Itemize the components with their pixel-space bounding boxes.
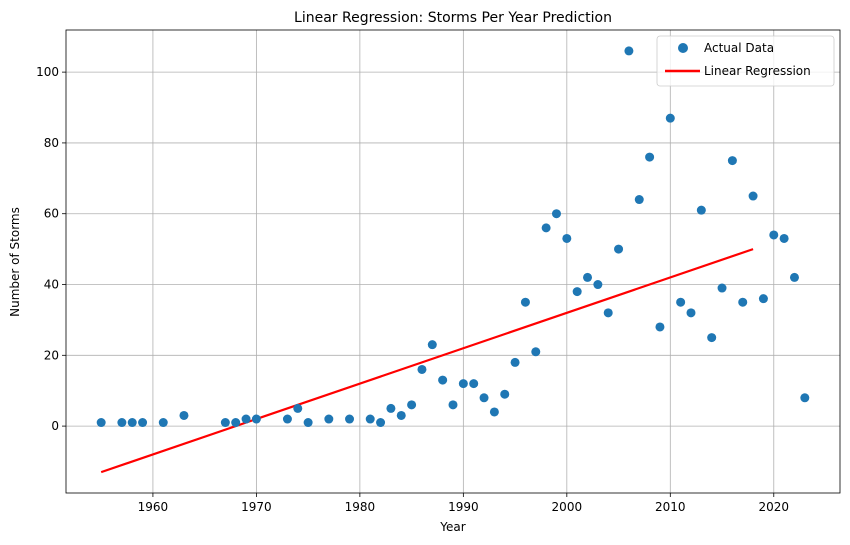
data-point [593, 280, 603, 290]
data-point [396, 410, 406, 420]
axis-ticks: 1960 1970 1980 1990 2000 2010 2020 0 20 40 60 80 100 [36, 65, 789, 514]
x-tick-label: 2010 [655, 500, 686, 514]
data-point [614, 244, 624, 254]
data-point [158, 418, 168, 428]
data-point [541, 223, 551, 233]
data-point [562, 233, 572, 243]
x-tick-label: 1980 [345, 500, 376, 514]
data-point [800, 393, 810, 403]
data-point [531, 347, 541, 357]
data-point [138, 418, 148, 428]
data-point [179, 410, 189, 420]
data-point [686, 308, 696, 318]
y-tick-label: 80 [44, 136, 59, 150]
x-tick-label: 1960 [138, 500, 169, 514]
y-tick-label: 40 [44, 278, 59, 292]
data-point [365, 414, 375, 424]
plot-frame [65, 29, 841, 494]
legend-label-linear-regression: Linear Regression [704, 64, 811, 78]
regression-line [100, 248, 754, 474]
data-point [303, 418, 313, 428]
data-point [127, 418, 137, 428]
data-point [789, 272, 799, 282]
data-point [489, 407, 499, 417]
data-point [758, 294, 768, 304]
data-point [717, 283, 727, 293]
data-point [417, 364, 427, 374]
data-point [634, 195, 644, 205]
data-point [779, 233, 789, 243]
data-point [520, 297, 530, 307]
data-point [738, 297, 748, 307]
data-point [769, 230, 779, 240]
data-point [645, 152, 655, 162]
data-point [727, 156, 737, 166]
regression-line-layer [100, 248, 754, 474]
y-tick-label: 0 [51, 419, 59, 433]
data-point [438, 375, 448, 385]
data-point [655, 322, 665, 332]
data-point [583, 272, 593, 282]
data-point [748, 191, 758, 201]
data-point [696, 205, 706, 215]
x-tick-label: 1970 [241, 500, 272, 514]
data-point [572, 287, 582, 297]
data-point [386, 403, 396, 413]
data-point [117, 418, 127, 428]
data-point [458, 379, 468, 389]
x-tick-label: 1990 [448, 500, 479, 514]
data-point [676, 297, 686, 307]
y-tick-label: 100 [36, 65, 59, 79]
data-point [665, 113, 675, 123]
data-point [293, 403, 303, 413]
data-point [251, 414, 261, 424]
data-point [231, 418, 241, 428]
data-point [241, 414, 251, 424]
data-point [407, 400, 417, 410]
data-point [624, 46, 634, 56]
legend: Actual Data Linear Regression [656, 35, 835, 87]
data-point [500, 389, 510, 399]
data-point [324, 414, 334, 424]
data-point [427, 340, 437, 350]
data-point [469, 379, 479, 389]
legend-box [656, 35, 835, 87]
x-axis-label: Year [439, 520, 465, 534]
data-point [448, 400, 458, 410]
data-point [376, 418, 386, 428]
data-point [479, 393, 489, 403]
legend-marker-actual-data [678, 43, 688, 53]
data-point [551, 209, 561, 219]
data-point [603, 308, 613, 318]
y-axis-label: Number of Storms [8, 207, 22, 317]
data-point [510, 357, 520, 367]
x-tick-label: 2000 [552, 500, 583, 514]
data-point [282, 414, 292, 424]
data-point [345, 414, 355, 424]
x-tick-label: 2020 [759, 500, 790, 514]
y-tick-label: 20 [44, 348, 59, 362]
legend-label-actual-data: Actual Data [704, 41, 774, 55]
data-points-layer [96, 46, 810, 428]
grid-lines [66, 30, 840, 493]
data-point [707, 333, 717, 343]
chart-title: Linear Regression: Storms Per Year Predi… [294, 10, 612, 26]
data-point [220, 418, 230, 428]
data-point [96, 418, 106, 428]
y-tick-label: 60 [44, 207, 59, 221]
